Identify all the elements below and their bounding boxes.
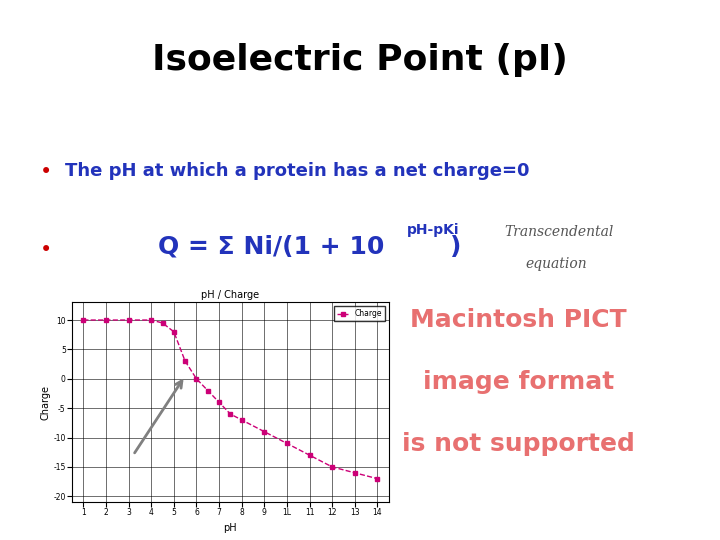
Charge: [283, 440, 292, 447]
Charge: [328, 464, 336, 470]
Text: •: •: [40, 240, 52, 260]
Text: Isoelectric Point (pI): Isoelectric Point (pI): [152, 43, 568, 77]
Charge: [305, 452, 314, 458]
Text: Macintosh PICT: Macintosh PICT: [410, 308, 626, 332]
Charge: [169, 328, 178, 335]
Charge: [373, 475, 382, 482]
Text: •: •: [40, 162, 52, 182]
Line: Charge: Charge: [81, 318, 379, 481]
Charge: [79, 317, 88, 323]
Text: Transcendental: Transcendental: [504, 225, 613, 239]
Text: image format: image format: [423, 370, 614, 394]
Y-axis label: Charge: Charge: [40, 385, 50, 420]
Text: ): ): [450, 235, 462, 259]
Text: is not supported: is not supported: [402, 432, 635, 456]
Title: pH / Charge: pH / Charge: [202, 290, 259, 300]
Charge: [181, 358, 189, 365]
Text: The pH at which a protein has a net charge=0: The pH at which a protein has a net char…: [65, 162, 529, 180]
Charge: [215, 399, 223, 406]
Charge: [351, 470, 359, 476]
Charge: [204, 387, 212, 394]
Legend: Charge: Charge: [334, 306, 385, 321]
Text: equation: equation: [526, 256, 588, 271]
Charge: [260, 428, 269, 435]
X-axis label: pH: pH: [224, 523, 237, 533]
Charge: [102, 317, 110, 323]
Charge: [226, 411, 235, 417]
Charge: [192, 375, 201, 382]
Text: pH-pKi: pH-pKi: [407, 223, 459, 237]
Charge: [147, 317, 156, 323]
Charge: [125, 317, 133, 323]
Charge: [158, 320, 167, 326]
Charge: [238, 417, 246, 423]
Text: Q = Σ Ni/(1 + 10: Q = Σ Ni/(1 + 10: [158, 235, 384, 259]
